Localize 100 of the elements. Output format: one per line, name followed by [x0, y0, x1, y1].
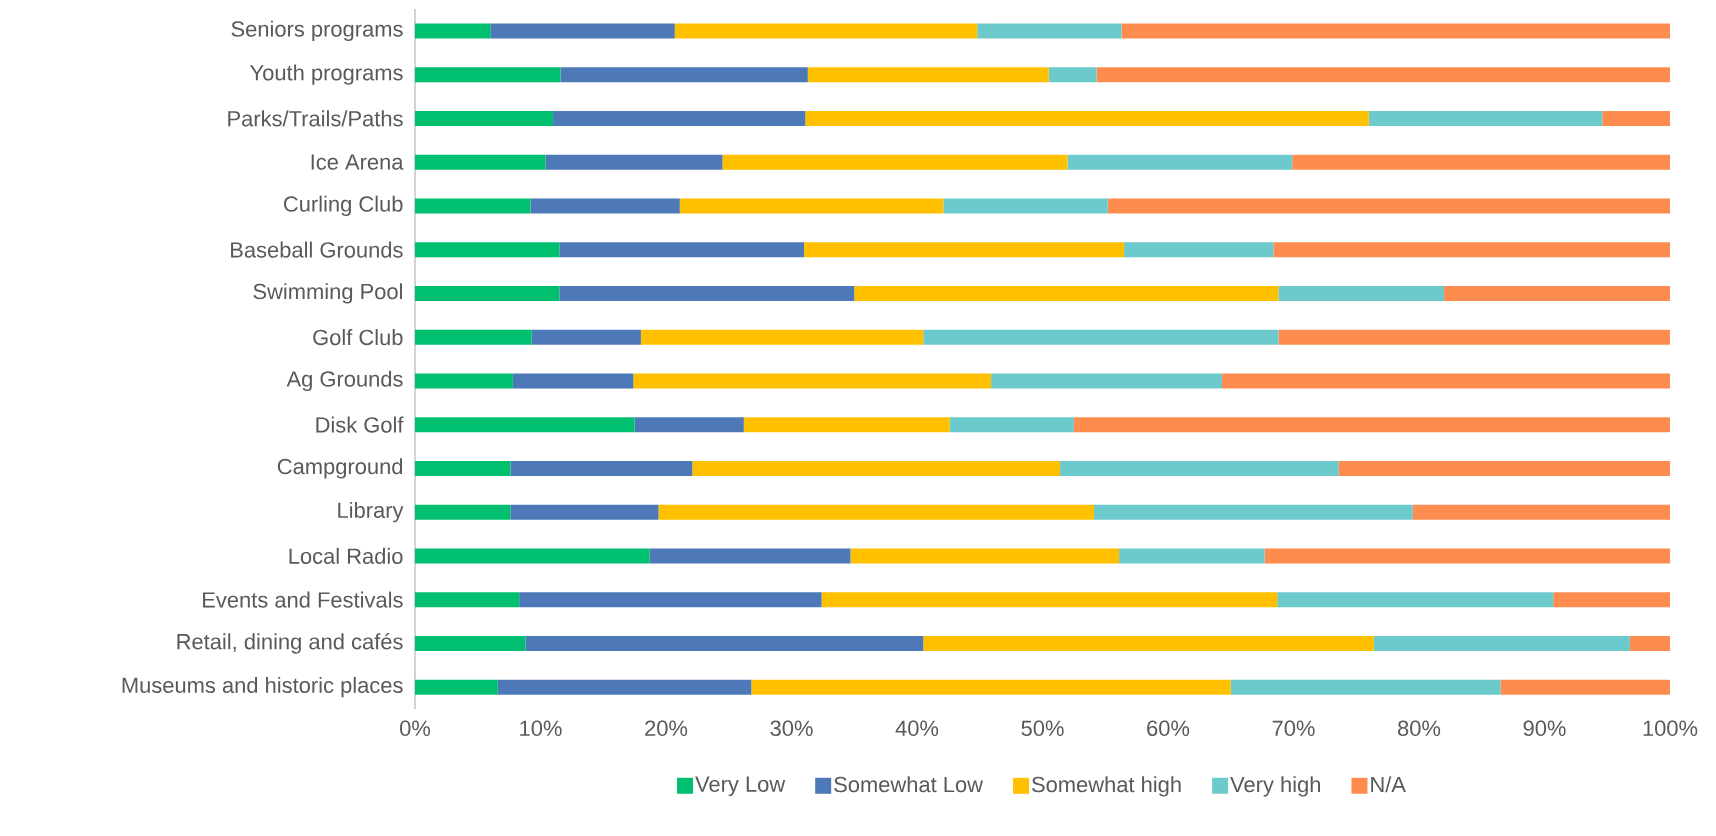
y-tick-label: Ice Arena [311, 154, 404, 170]
x-tick-label: 20% [645, 720, 688, 737]
bar [530, 198, 680, 214]
y-tick-label: Disk Golf [316, 416, 404, 433]
y-tick-label: Campground [277, 458, 403, 479]
bar [1553, 592, 1671, 608]
x-tick-label: 40% [895, 720, 939, 737]
legend-label: Somewhat high [1032, 776, 1181, 797]
bar [415, 198, 531, 214]
x-tick-label: 50% [1021, 720, 1064, 737]
bar [821, 592, 1278, 608]
bar [559, 242, 805, 258]
bar [1278, 285, 1445, 301]
x-tick-label: 0% [400, 720, 431, 737]
bar [722, 154, 1068, 170]
bar [1292, 154, 1671, 170]
bar [490, 23, 675, 39]
bar [497, 679, 752, 695]
bar [743, 417, 950, 433]
bar [531, 329, 641, 345]
x-tick-label: 80% [1398, 720, 1441, 737]
bar [1119, 548, 1265, 564]
bar [1278, 329, 1671, 345]
bar [519, 592, 822, 608]
x-tick-label: 70% [1272, 720, 1315, 737]
bar [1500, 679, 1671, 695]
bar [854, 285, 1279, 301]
y-tick-label: Swimming Pool [253, 283, 402, 304]
bar [977, 23, 1122, 39]
bar [1121, 23, 1671, 39]
bar [415, 592, 520, 608]
bar [949, 417, 1074, 433]
legend-label: Very Low [695, 776, 786, 797]
y-tick-label: Golf Club [313, 329, 403, 346]
bar [510, 504, 659, 520]
bar [804, 242, 1125, 258]
bar [850, 548, 1120, 564]
bar [1273, 242, 1671, 258]
y-tick-label: Local Radio [289, 547, 403, 564]
bar [751, 679, 1231, 695]
bar [1067, 154, 1293, 170]
bar [805, 110, 1369, 126]
bar [1060, 460, 1339, 476]
y-tick-label: Parks/Trails/Paths [228, 110, 403, 127]
bar [679, 198, 944, 214]
bar [560, 67, 808, 83]
x-tick-label: 100% [1643, 720, 1698, 737]
bar [512, 373, 634, 389]
bar [415, 373, 513, 389]
bar [692, 460, 1061, 476]
bar [1444, 285, 1671, 301]
bar [1629, 635, 1671, 651]
x-tick-label: 30% [770, 720, 813, 737]
bar [640, 329, 924, 345]
bar [1093, 504, 1413, 520]
legend-label: Very high [1230, 776, 1320, 797]
bar [991, 373, 1222, 389]
bar [1277, 592, 1554, 608]
bar [415, 417, 635, 433]
y-tick-label: Library [338, 501, 404, 523]
bar [415, 460, 511, 476]
y-tick-label: Seniors programs [231, 20, 403, 42]
bar [658, 504, 1094, 520]
bar [415, 285, 560, 301]
y-tick-label: Retail, dining and cafés [177, 633, 403, 654]
bar [943, 198, 1108, 214]
bar [415, 635, 526, 651]
bar [1338, 460, 1671, 476]
bar [1368, 110, 1603, 126]
bar [415, 504, 511, 520]
bar [1412, 504, 1671, 520]
bar [807, 67, 1049, 83]
bar [415, 679, 498, 695]
bar [415, 110, 554, 126]
bar [649, 548, 851, 564]
bar [415, 329, 532, 345]
legend-label: N/A [1371, 776, 1406, 793]
bar [415, 242, 560, 258]
bar [1221, 373, 1671, 389]
bar [510, 460, 693, 476]
bar [545, 154, 723, 170]
x-tick-label: 10% [520, 720, 562, 737]
x-tick-label: 90% [1523, 720, 1566, 737]
bar [559, 285, 855, 301]
y-tick-label: Events and Festivals [203, 591, 403, 608]
bar [1096, 67, 1671, 83]
bar [634, 417, 744, 433]
bar [633, 373, 992, 389]
bar [525, 635, 924, 651]
bar [415, 154, 546, 170]
bar [415, 548, 650, 564]
y-tick-label: Baseball Grounds [231, 241, 403, 258]
bar [1230, 679, 1501, 695]
bar [1602, 110, 1671, 126]
bar [1264, 548, 1671, 564]
y-tick-label: Ag Grounds [286, 370, 403, 392]
bar [674, 23, 978, 39]
bar [1373, 635, 1630, 651]
bar [1107, 198, 1671, 214]
bar [415, 23, 491, 39]
